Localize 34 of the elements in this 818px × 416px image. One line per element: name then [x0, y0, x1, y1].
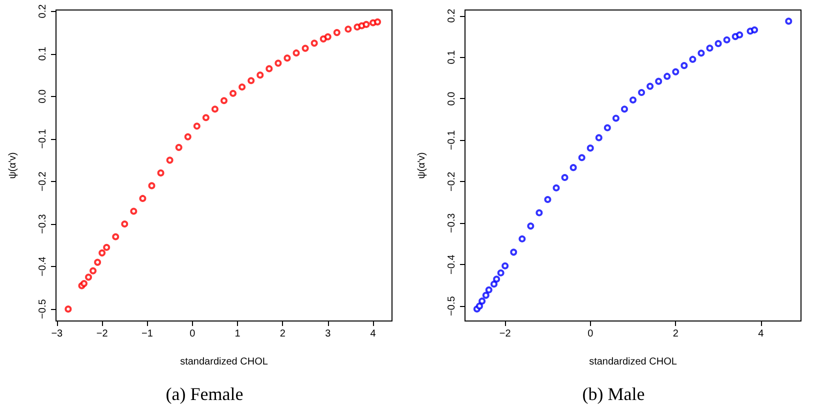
x-tick-label: 0	[190, 328, 196, 340]
x-tick-label: 2	[280, 328, 286, 340]
x-tick-label: 4	[370, 328, 376, 340]
y-tick-label: −0.4	[38, 256, 48, 276]
x-tick-label: −2	[96, 328, 108, 340]
text: (a) Female	[166, 384, 244, 404]
x-tick-label: 4	[758, 328, 764, 340]
y-tick-label: 0.0	[446, 91, 458, 106]
x-tick-label: −3	[51, 328, 64, 340]
x-tick-label: 1	[234, 328, 241, 340]
y-axis-title: ψ(α'v)	[8, 152, 18, 179]
y-axis-title: ψ(α'v)	[416, 152, 428, 179]
x-axis-title: standardized CHOL	[180, 356, 268, 368]
y-tick-label: −0.3	[38, 214, 48, 234]
y-tick-label: −0.5	[446, 296, 458, 316]
x-tick-label: −1	[142, 328, 154, 340]
x-tick-label: 0	[588, 328, 594, 340]
y-tick-label: 0.2	[38, 4, 48, 18]
y-tick-label: 0.1	[38, 46, 48, 61]
x-axis-title: standardized CHOL	[589, 356, 678, 368]
x-tick-label: 3	[325, 328, 332, 340]
y-tick-label: −0.3	[446, 212, 458, 234]
y-tick-label: 0.2	[446, 8, 458, 23]
y-tick-label: 0.1	[446, 50, 458, 64]
y-tick-label: −0.2	[446, 171, 458, 192]
y-tick-label: −0.1	[446, 130, 458, 150]
x-tick-label: −2	[499, 328, 512, 340]
y-tick-label: −0.5	[38, 298, 48, 319]
y-tick-label: 0.0	[38, 88, 48, 104]
y-tick-label: −0.4	[446, 254, 458, 274]
text: (b) Male	[582, 384, 645, 404]
y-tick-label: −0.1	[38, 128, 48, 149]
y-tick-label: −0.2	[38, 171, 48, 192]
x-tick-label: 2	[672, 328, 679, 340]
